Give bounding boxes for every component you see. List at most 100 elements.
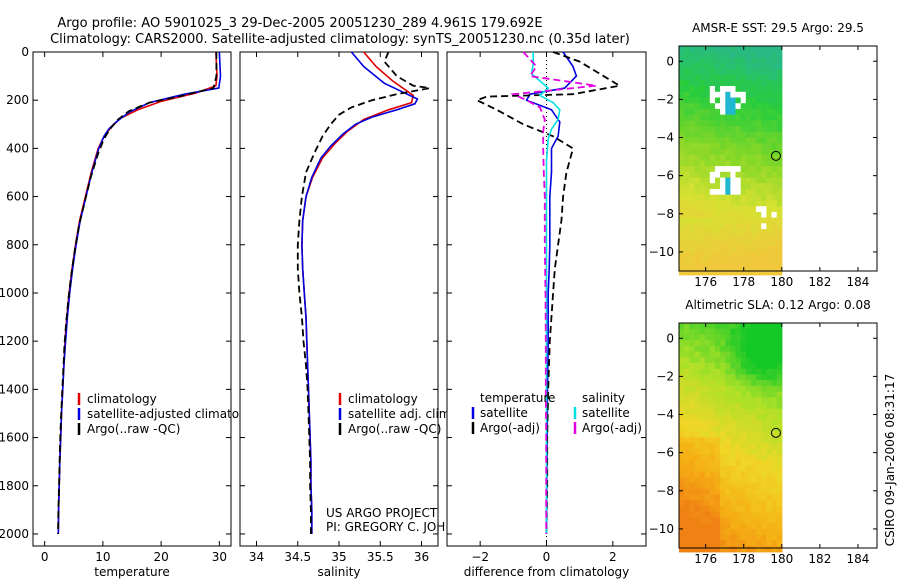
- project-annotation-line: US ARGO PROJECT: [326, 506, 438, 520]
- heatmap-cell: [689, 523, 695, 530]
- heatmap-cell: [740, 257, 747, 264]
- heatmap-cell: [679, 257, 685, 264]
- heatmap-cell: [725, 483, 731, 490]
- heatmap-cell: [704, 380, 711, 387]
- heatmap-cell: [704, 528, 711, 536]
- heatmap-cell: [740, 149, 747, 156]
- heatmap-cell: [689, 323, 695, 330]
- heatmap-cell: [725, 528, 731, 536]
- heatmap-cell: [745, 126, 752, 133]
- heatmap-cell: [689, 166, 695, 173]
- heatmap-cell: [694, 217, 701, 224]
- heatmap-cell: [751, 189, 757, 196]
- difference-xtick-label: −2: [471, 550, 489, 564]
- heatmap-cell: [694, 391, 701, 398]
- heatmap-cell: [761, 540, 767, 547]
- heatmap-cell: [694, 103, 701, 110]
- heatmap-cell: [720, 229, 726, 236]
- heatmap-cell: [766, 131, 773, 139]
- heatmap-cell: [771, 385, 778, 393]
- heatmap-cell: [751, 183, 757, 190]
- heatmap-cell: [699, 57, 706, 64]
- heatmap-cell: [771, 143, 778, 150]
- heatmap-cell: [735, 251, 742, 259]
- heatmap-cell: [761, 251, 767, 259]
- heatmap-cell: [771, 420, 778, 427]
- heatmap-cell: [735, 506, 742, 513]
- heatmap-cell: [740, 374, 747, 381]
- heatmap-cell: [679, 363, 685, 370]
- heatmap-cell: [689, 506, 695, 513]
- heatmap-cell: [684, 477, 690, 484]
- heatmap-cell: [761, 206, 767, 213]
- heatmap-cell: [709, 194, 716, 201]
- heatmap-cell: [761, 448, 767, 456]
- heatmap-cell: [745, 51, 752, 58]
- heatmap-cell: [766, 477, 773, 484]
- heatmap-cell: [751, 420, 757, 427]
- legend-entry-temperature-satellite: satellite: [480, 406, 528, 420]
- heatmap-cell: [684, 126, 690, 133]
- heatmap-cell: [735, 126, 742, 133]
- heatmap-cell: [679, 206, 685, 213]
- heatmap-cell: [751, 137, 757, 144]
- heatmap-cell: [715, 114, 721, 121]
- heatmap-cell: [699, 114, 706, 121]
- heatmap-cell: [776, 74, 783, 81]
- heatmap-cell: [694, 511, 701, 519]
- heatmap-cell: [735, 143, 742, 150]
- heatmap-cell: [725, 363, 731, 370]
- heatmap-cell: [704, 466, 711, 473]
- heatmap-cell: [689, 385, 695, 393]
- heatmap-cell: [715, 68, 721, 76]
- heatmap-cell: [725, 171, 731, 179]
- heatmap-cell: [766, 251, 773, 259]
- heatmap-cell: [756, 263, 762, 270]
- heatmap-cell: [725, 334, 731, 341]
- heatmap-cell: [761, 368, 767, 376]
- heatmap-cell: [766, 149, 773, 156]
- heatmap-cell: [704, 414, 711, 421]
- heatmap-cell: [761, 269, 767, 276]
- side-timestamp-label: CSIRO 09-Jan-2006 08:31:17: [883, 374, 897, 546]
- temperature-series-argo-raw-qc: [57, 52, 218, 535]
- heatmap-cell: [745, 171, 752, 179]
- heatmap-cell: [745, 137, 752, 144]
- heatmap-cell: [730, 517, 737, 524]
- heatmap-cell: [776, 177, 783, 184]
- heatmap-cell: [745, 488, 752, 496]
- heatmap-cell: [689, 368, 695, 376]
- heatmap-cell: [776, 534, 783, 541]
- heatmap-cell: [730, 183, 737, 190]
- heatmap-cell: [776, 517, 783, 524]
- heatmap-cell: [730, 263, 737, 270]
- heatmap-cell: [689, 483, 695, 490]
- heatmap-cell: [679, 351, 685, 358]
- heatmap-cell: [745, 143, 752, 150]
- heatmap-cell: [766, 528, 773, 536]
- sst_map-xtick-label: 178: [732, 275, 755, 289]
- heatmap-cell: [771, 368, 778, 376]
- heatmap-cell: [720, 420, 726, 427]
- heatmap-cell: [766, 269, 773, 276]
- heatmap-cell: [735, 448, 742, 456]
- heatmap-cell: [704, 166, 711, 173]
- heatmap-cell: [720, 108, 726, 116]
- heatmap-cell: [694, 397, 701, 404]
- heatmap-cell: [771, 546, 778, 553]
- heatmap-cell: [735, 374, 742, 381]
- heatmap-cell: [761, 414, 767, 421]
- heatmap-cell: [689, 494, 695, 501]
- heatmap-cell: [704, 269, 711, 276]
- heatmap-cell: [776, 494, 783, 501]
- heatmap-cell: [684, 403, 690, 410]
- heatmap-cell: [756, 466, 762, 473]
- heatmap-cell: [730, 483, 737, 490]
- heatmap-cell: [709, 477, 716, 484]
- heatmap-cell: [709, 403, 716, 410]
- heatmap-cell: [689, 51, 695, 58]
- heatmap-cell: [679, 183, 685, 190]
- heatmap-cell: [704, 460, 711, 467]
- heatmap-cell: [730, 86, 737, 93]
- heatmap-cell: [761, 340, 767, 347]
